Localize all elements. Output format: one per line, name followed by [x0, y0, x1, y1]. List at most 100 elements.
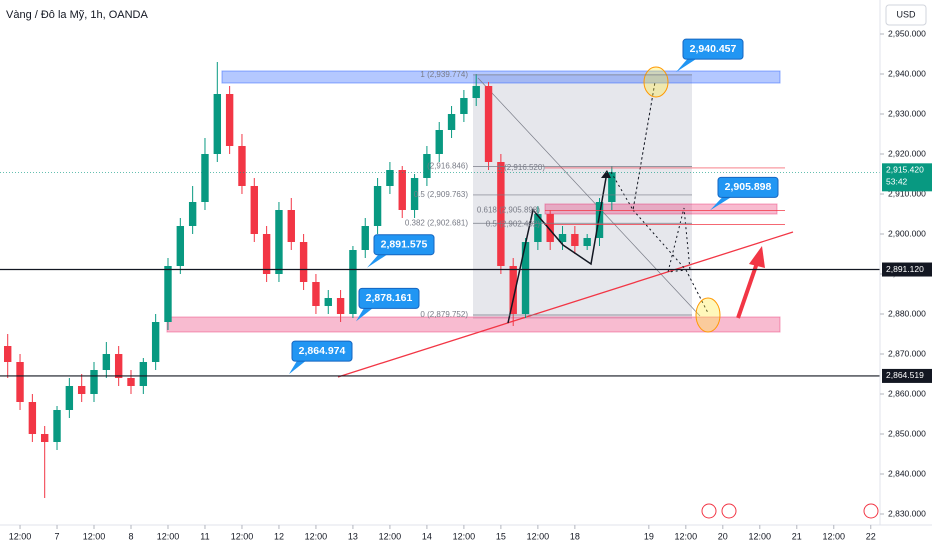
fib-label: (2,916.846) [427, 162, 468, 171]
resistance-zone [221, 70, 781, 84]
callout-box [358, 287, 420, 309]
countdown: 53:42 [886, 177, 908, 187]
projection-path [610, 81, 656, 212]
callout-box [717, 176, 779, 198]
chart-title: Vàng / Đô la Mỹ, 1h, OANDA [6, 9, 148, 21]
currency: USD [896, 9, 916, 19]
axes: 2,950.000 2,940.000 2,930.000 2,920.000 2,91… [9, 28, 932, 541]
candle-body [595, 202, 604, 238]
x-tick-label: 12:00 [379, 531, 402, 541]
callout-pointer [289, 359, 308, 375]
candle-body [188, 202, 197, 226]
x-tick-label: 13 [348, 531, 358, 541]
price-line-label: 2,864.519 [886, 370, 924, 380]
callout-label: 2,891.575 [381, 238, 428, 250]
x-tick-label: 12:00 [822, 531, 845, 541]
x-tick-label: 14 [422, 531, 432, 541]
candle-body [509, 266, 517, 314]
candle-body [386, 170, 394, 186]
current-price-box [882, 163, 932, 192]
callout-label: 2,878.161 [366, 292, 413, 304]
x-tick-label: 8 [128, 531, 133, 541]
x-tick-label: 12:00 [9, 531, 32, 541]
price-line-box [882, 262, 932, 277]
candle-body [151, 322, 160, 362]
y-tick-label: 2,950.000 [888, 28, 926, 38]
candle-body [324, 298, 332, 306]
candle-body [546, 214, 554, 242]
candle-body [176, 226, 185, 266]
candle-body [484, 86, 493, 162]
callout-box [291, 340, 353, 362]
overlay: 1 (2,939.774) (2,916.846) 0.5 (2,909.763) 0… [0, 38, 880, 377]
y-tick-label: 2,910.000 [888, 188, 926, 198]
arrow-head [601, 170, 611, 178]
candle-body [164, 266, 172, 322]
currency-box[interactable] [885, 4, 927, 26]
x-tick-label: 12:00 [305, 531, 328, 541]
candle-body [373, 186, 382, 226]
candle-body [77, 386, 86, 394]
trend-line [337, 231, 794, 378]
fib-label: 0.5 (2,902.402) [486, 220, 541, 229]
callout-pointer [676, 57, 699, 73]
candle-body [238, 146, 246, 186]
callout-label: 2,940.457 [690, 43, 737, 55]
event-icon[interactable] [721, 503, 737, 519]
candle-body [28, 402, 37, 434]
target-circle [643, 66, 669, 98]
y-tick-label: 2,940.000 [888, 68, 926, 78]
callout-box [682, 38, 744, 60]
candle-body [349, 250, 357, 314]
callout-box [373, 234, 435, 256]
x-tick-label: 12:00 [157, 531, 180, 541]
candle-body [65, 386, 74, 410]
x-tick-label: 22 [866, 531, 876, 541]
x-tick-label: 18 [570, 531, 580, 541]
candle-body [571, 234, 579, 246]
fib-label: 0.382 (2,902.681) [405, 218, 468, 227]
candle-body [472, 86, 480, 98]
candles [4, 62, 616, 498]
event-icon[interactable] [701, 503, 717, 519]
event-icon[interactable] [863, 503, 879, 519]
candle-body [583, 238, 591, 246]
candle-body [460, 98, 468, 114]
candle-body [534, 214, 542, 242]
y-tick-label: 2,840.000 [888, 468, 926, 478]
x-tick-label: 19 [644, 531, 654, 541]
x-tick-label: 12:00 [749, 531, 772, 541]
y-tick-label: 2,860.000 [888, 388, 926, 398]
candle-body [558, 234, 567, 242]
callout-pointer [367, 252, 390, 268]
candle-body [447, 114, 456, 130]
candle-body [102, 354, 111, 370]
candle-body [201, 154, 209, 202]
x-tick-label: 12:00 [231, 531, 254, 541]
callout-pointer [356, 306, 375, 322]
x-tick-label: 12:00 [527, 531, 550, 541]
candle-body [423, 154, 431, 178]
candle-body [410, 178, 419, 210]
x-tick-label: 12:00 [453, 531, 476, 541]
x-tick-label: 20 [718, 531, 728, 541]
candle-body [521, 242, 530, 314]
support-zone [166, 316, 781, 333]
candle-body [497, 162, 505, 266]
y-tick-label: 2,870.000 [888, 348, 926, 358]
fib-diagonal [477, 77, 701, 317]
candle-body [40, 434, 49, 442]
measure-box [473, 75, 692, 319]
callout-pointer [710, 195, 734, 211]
target-circle [695, 297, 721, 333]
x-tick-label: 21 [792, 531, 802, 541]
candle-body [139, 362, 148, 386]
zigzag [507, 171, 608, 324]
y-tick-label: 2,920.000 [888, 148, 926, 158]
x-tick-label: 12 [274, 531, 284, 541]
current-price-label: 2,915.420 [886, 165, 924, 175]
y-tick-label: 2,850.000 [888, 428, 926, 438]
y-tick-label: 2,930.000 [888, 108, 926, 118]
fib-label: 0 (2,879.752) [420, 310, 468, 319]
